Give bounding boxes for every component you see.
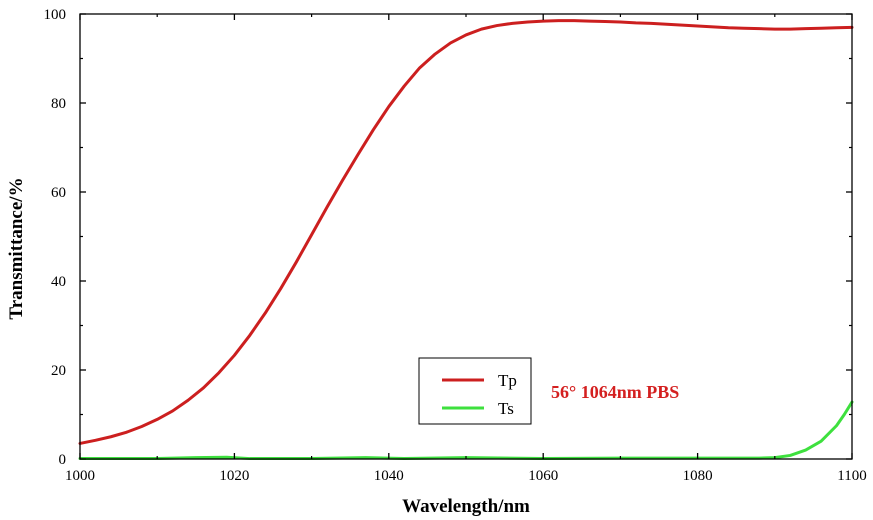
y-axis-title: Transmittance/% xyxy=(6,177,27,319)
x-tick-label: 1000 xyxy=(65,468,95,484)
chart-annotation: 56° 1064nm PBS xyxy=(551,382,679,402)
y-tick-label: 40 xyxy=(51,274,66,290)
y-tick-label: 20 xyxy=(51,363,66,379)
plot-area: 1000 1020 1040 1060 1080 1100 0 20 40 60 80 100 xyxy=(44,7,867,484)
x-tick-label: 1020 xyxy=(219,468,249,484)
x-tick-label: 1100 xyxy=(837,468,866,484)
legend-box xyxy=(418,357,532,425)
legend: Tp Ts xyxy=(418,357,532,425)
x-tick-label: 1040 xyxy=(374,468,404,484)
legend-label-tp: Tp xyxy=(498,371,517,390)
y-tick-label: 100 xyxy=(44,7,67,23)
y-tick-label: 0 xyxy=(59,452,67,468)
x-tick-label: 1060 xyxy=(528,468,558,484)
series-line-tp xyxy=(78,19,854,445)
x-tick-label: 1080 xyxy=(683,468,713,484)
y-tick-label: 60 xyxy=(51,185,66,201)
legend-label-ts: Ts xyxy=(498,399,514,418)
x-axis-title: Wavelength/nm xyxy=(402,496,530,517)
y-tick-label: 80 xyxy=(51,96,66,112)
